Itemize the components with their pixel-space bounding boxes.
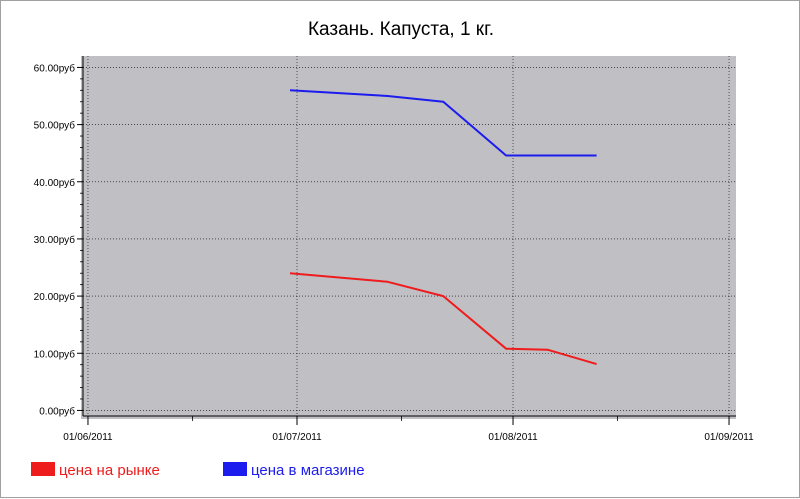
legend-swatch-2 bbox=[223, 462, 247, 476]
legend: цена на рынке цена в магазине bbox=[31, 462, 365, 479]
y-tick-label: 0.00руб bbox=[39, 405, 75, 417]
series-line-2 bbox=[289, 89, 597, 157]
y-tick-label: 20.00руб bbox=[34, 291, 76, 303]
chart-title: Казань. Капуста, 1 кг. bbox=[308, 19, 494, 40]
y-tick-label: 60.00руб bbox=[34, 62, 76, 74]
series-lines bbox=[289, 89, 597, 366]
legend-swatch-1 bbox=[31, 462, 55, 476]
y-tick-label: 50.00руб bbox=[34, 120, 76, 132]
series-line-1 bbox=[289, 272, 597, 366]
legend-label-1: цена на рынке bbox=[59, 462, 160, 479]
axes: 0.00руб 10.00руб 20.00руб 30.00руб 40.00руб 5… bbox=[34, 56, 754, 443]
y-tick-label: 40.00руб bbox=[34, 177, 76, 189]
x-tick-label: 01/09/2011 bbox=[704, 432, 754, 443]
x-tick-label: 01/07/2011 bbox=[272, 432, 322, 443]
y-tick-label: 30.00руб bbox=[34, 234, 76, 246]
x-tick-label: 01/06/2011 bbox=[63, 432, 113, 443]
legend-label-2: цена в магазине bbox=[251, 462, 365, 479]
x-tick-label: 01/08/2011 bbox=[488, 432, 538, 443]
grid bbox=[83, 56, 736, 416]
plot-area bbox=[81, 56, 736, 419]
y-tick-label: 10.00руб bbox=[34, 348, 76, 360]
